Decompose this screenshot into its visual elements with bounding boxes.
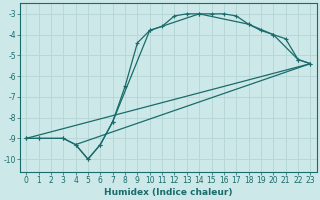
X-axis label: Humidex (Indice chaleur): Humidex (Indice chaleur): [104, 188, 233, 197]
